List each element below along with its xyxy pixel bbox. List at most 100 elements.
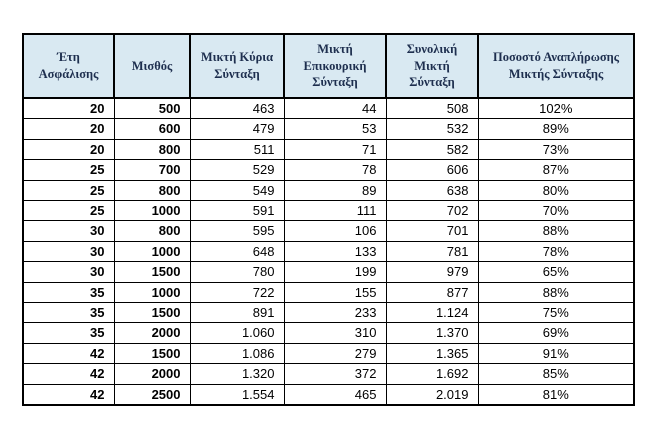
table-cell: 25 <box>22 159 115 181</box>
table-cell: 2500 <box>113 383 191 406</box>
table-cell: 479 <box>189 118 285 140</box>
table-cell: 1.086 <box>189 342 285 365</box>
table-cell: 1.692 <box>385 363 479 385</box>
table-cell: 25 <box>22 179 115 202</box>
header-total-gross-pension: Συνολική Μικτή Σύνταξη <box>385 33 479 99</box>
table-row: 25 1000 591 111 702 70% <box>22 200 635 222</box>
table-cell: 35 <box>22 281 115 304</box>
header-salary: Μισθός <box>113 33 191 99</box>
table-cell: 42 <box>22 342 115 365</box>
table-cell: 1.554 <box>189 383 285 406</box>
header-years-insured: Έτη Ασφάλισης <box>22 33 115 99</box>
table-cell: 102% <box>477 97 635 120</box>
table-header-row: Έτη Ασφάλισης Μισθός Μικτή Κύρια Σύνταξη… <box>22 33 635 99</box>
table-cell: 722 <box>189 281 285 304</box>
table-cell: 600 <box>113 118 191 140</box>
table-row: 42 1500 1.086 279 1.365 91% <box>22 342 635 365</box>
table-cell: 233 <box>283 302 387 324</box>
table-cell: 88% <box>477 220 635 242</box>
table-cell: 35 <box>22 302 115 324</box>
table-row: 20 600 479 53 532 89% <box>22 118 635 140</box>
table-row: 42 2500 1.554 465 2.019 81% <box>22 383 635 406</box>
table-cell: 648 <box>189 240 285 263</box>
table-row: 30 1000 648 133 781 78% <box>22 240 635 263</box>
table-cell: 2000 <box>113 363 191 385</box>
table-cell: 700 <box>113 159 191 181</box>
table-cell: 81% <box>477 383 635 406</box>
table-cell: 465 <box>283 383 387 406</box>
table-cell: 42 <box>22 383 115 406</box>
table-cell: 25 <box>22 200 115 222</box>
table-cell: 800 <box>113 138 191 161</box>
table-cell: 106 <box>283 220 387 242</box>
table-body: 20 500 463 44 508 102% 20 600 479 53 532 89% 20 800 51… <box>22 97 635 406</box>
table-cell: 155 <box>283 281 387 304</box>
table-cell: 582 <box>385 138 479 161</box>
table-cell: 979 <box>385 261 479 283</box>
header-gross-main-pension: Μικτή Κύρια Σύνταξη <box>189 33 285 99</box>
table-cell: 1.124 <box>385 302 479 324</box>
table-cell: 638 <box>385 179 479 202</box>
pension-table: Έτη Ασφάλισης Μισθός Μικτή Κύρια Σύνταξη… <box>22 33 635 407</box>
table-cell: 1.365 <box>385 342 479 365</box>
table-cell: 780 <box>189 261 285 283</box>
table-cell: 1000 <box>113 281 191 304</box>
table-row: 30 800 595 106 701 88% <box>22 220 635 242</box>
table-cell: 80% <box>477 179 635 202</box>
table-cell: 65% <box>477 261 635 283</box>
table-cell: 279 <box>283 342 387 365</box>
table-cell: 53 <box>283 118 387 140</box>
table-cell: 372 <box>283 363 387 385</box>
table-cell: 91% <box>477 342 635 365</box>
table-cell: 800 <box>113 220 191 242</box>
table-cell: 199 <box>283 261 387 283</box>
table-cell: 71 <box>283 138 387 161</box>
table-cell: 85% <box>477 363 635 385</box>
table-cell: 30 <box>22 240 115 263</box>
table-cell: 781 <box>385 240 479 263</box>
header-gross-auxiliary-pension: Μικτή Επικουρική Σύνταξη <box>283 33 387 99</box>
table-cell: 111 <box>283 200 387 222</box>
table-row: 25 700 529 78 606 87% <box>22 159 635 181</box>
table-cell: 508 <box>385 97 479 120</box>
table-cell: 529 <box>189 159 285 181</box>
table-cell: 2000 <box>113 322 191 344</box>
table-cell: 30 <box>22 220 115 242</box>
table-cell: 591 <box>189 200 285 222</box>
table-cell: 1.370 <box>385 322 479 344</box>
table-cell: 1500 <box>113 302 191 324</box>
table-cell: 133 <box>283 240 387 263</box>
table-cell: 70% <box>477 200 635 222</box>
table-row: 42 2000 1.320 372 1.692 85% <box>22 363 635 385</box>
table-cell: 1500 <box>113 342 191 365</box>
table-cell: 89 <box>283 179 387 202</box>
table-cell: 1000 <box>113 240 191 263</box>
table-cell: 87% <box>477 159 635 181</box>
table-cell: 891 <box>189 302 285 324</box>
table-cell: 30 <box>22 261 115 283</box>
table-row: 20 800 511 71 582 73% <box>22 138 635 161</box>
table-cell: 2.019 <box>385 383 479 406</box>
table-cell: 702 <box>385 200 479 222</box>
table-cell: 595 <box>189 220 285 242</box>
table-row: 20 500 463 44 508 102% <box>22 97 635 120</box>
table-row: 35 1000 722 155 877 88% <box>22 281 635 304</box>
table-cell: 73% <box>477 138 635 161</box>
table-cell: 88% <box>477 281 635 304</box>
table-row: 35 1500 891 233 1.124 75% <box>22 302 635 324</box>
table-cell: 78% <box>477 240 635 263</box>
table-cell: 1000 <box>113 200 191 222</box>
table-row: 25 800 549 89 638 80% <box>22 179 635 202</box>
table-cell: 532 <box>385 118 479 140</box>
table-row: 35 2000 1.060 310 1.370 69% <box>22 322 635 344</box>
table-cell: 500 <box>113 97 191 120</box>
table-cell: 42 <box>22 363 115 385</box>
table-cell: 20 <box>22 118 115 140</box>
table-cell: 20 <box>22 97 115 120</box>
table-cell: 511 <box>189 138 285 161</box>
table-cell: 69% <box>477 322 635 344</box>
table-cell: 75% <box>477 302 635 324</box>
table-cell: 701 <box>385 220 479 242</box>
table-cell: 1.320 <box>189 363 285 385</box>
table-cell: 78 <box>283 159 387 181</box>
